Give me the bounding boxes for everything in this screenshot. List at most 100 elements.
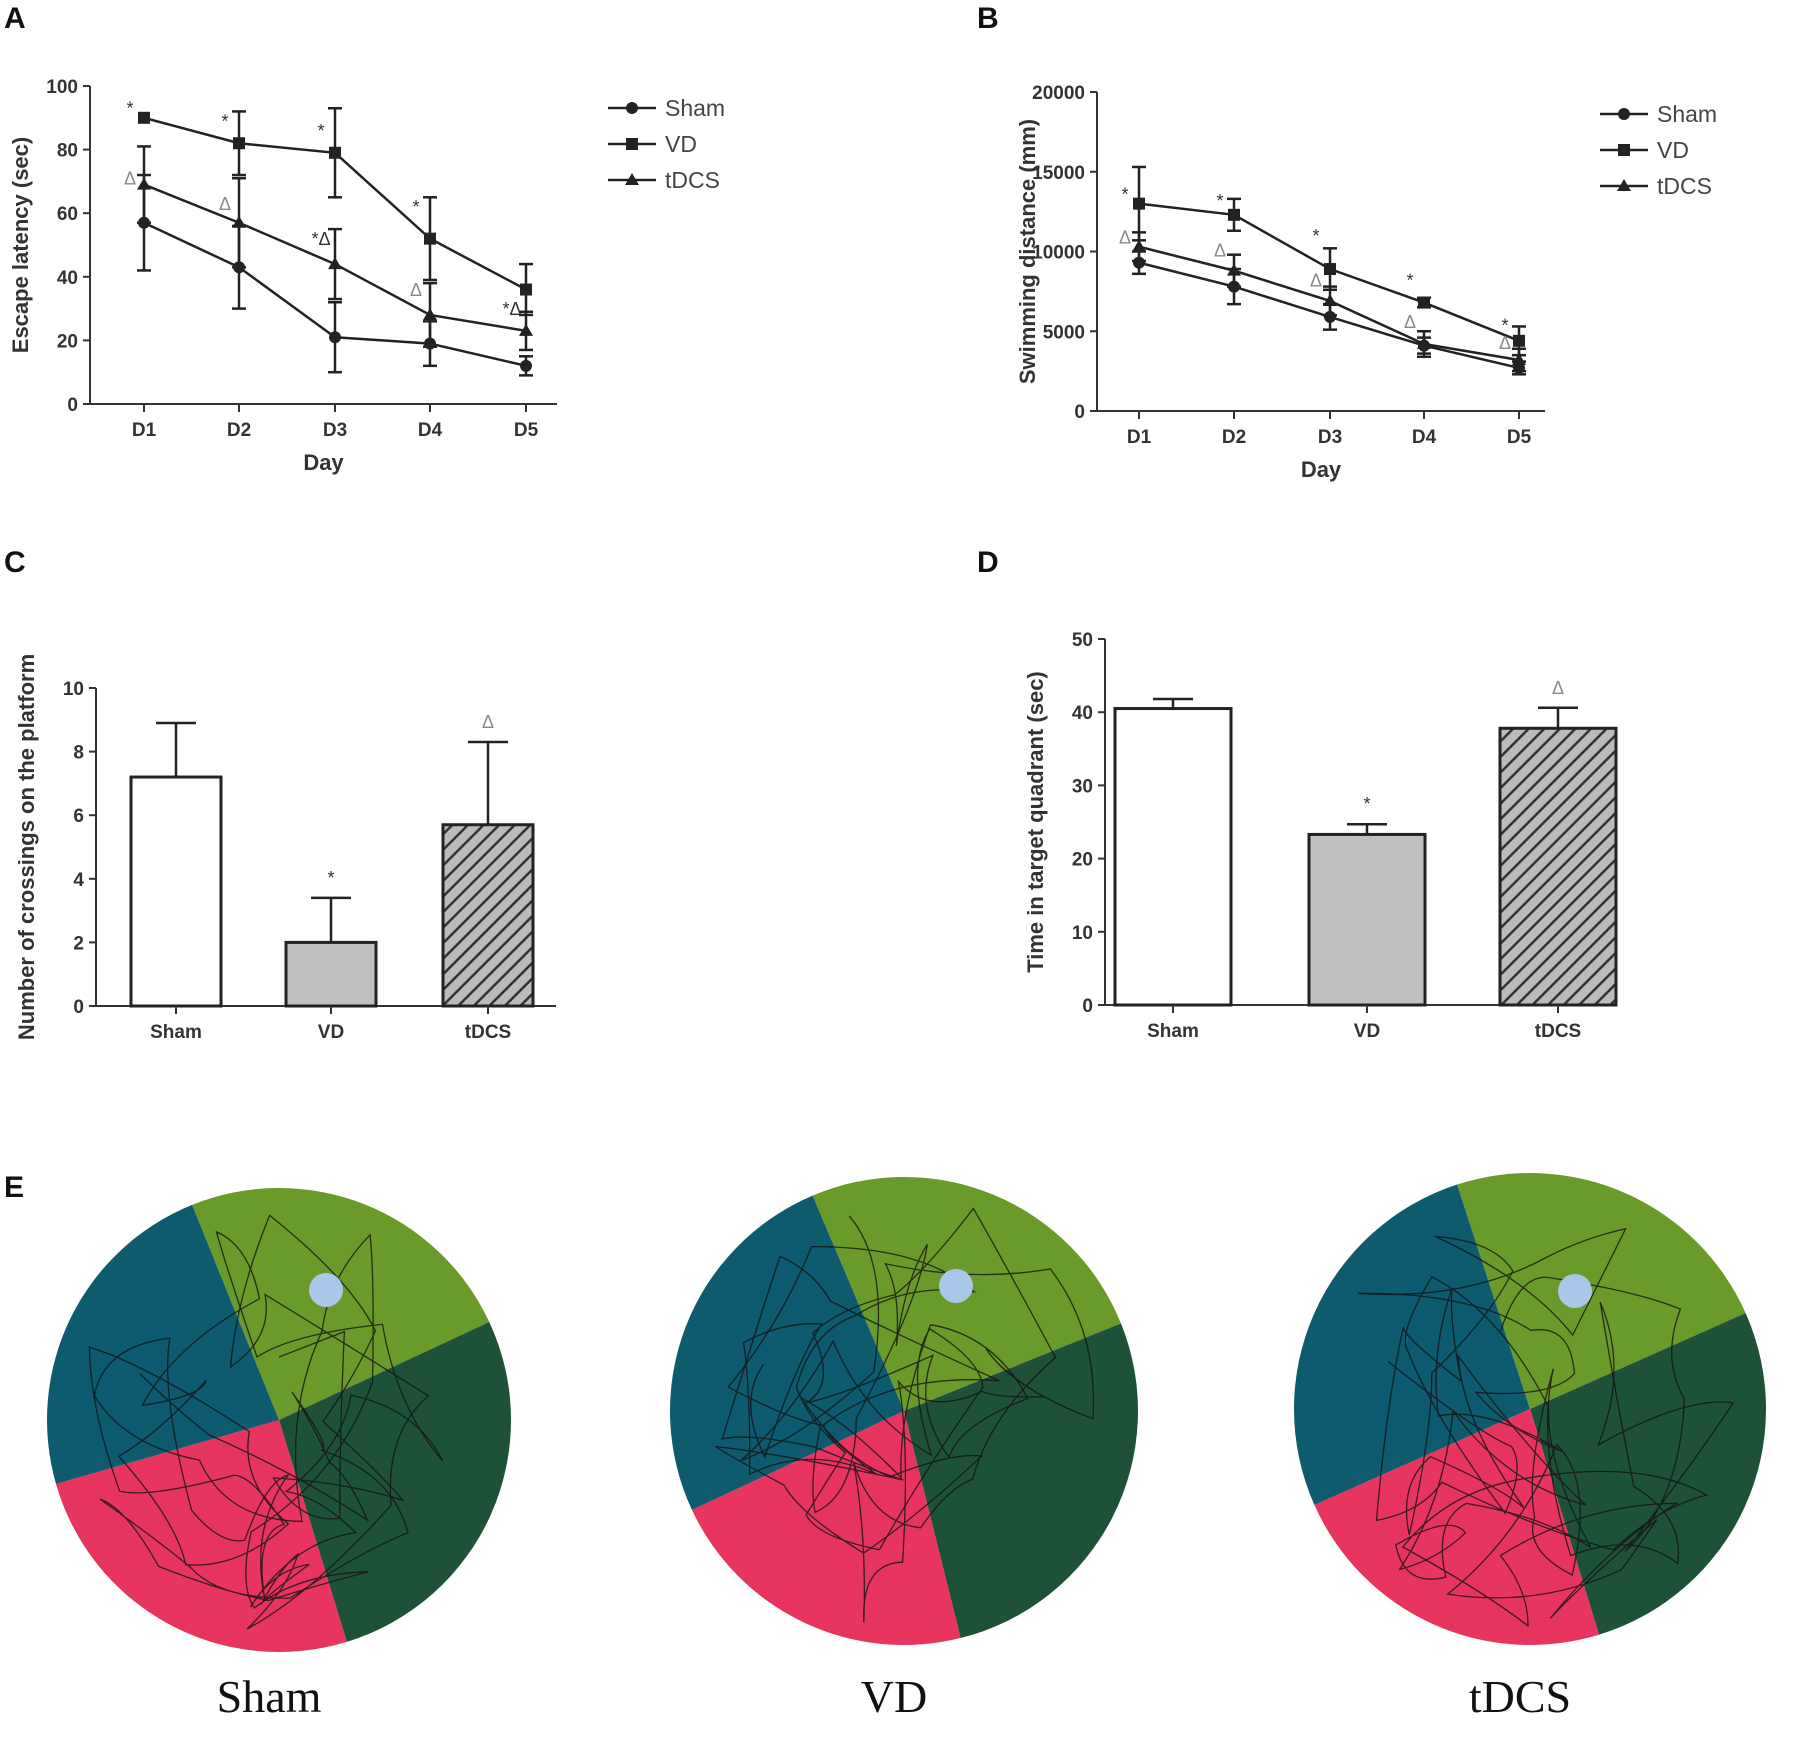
legend-marker-vd [1618, 144, 1630, 156]
data-point-vd [1228, 208, 1240, 221]
series-vd [138, 107, 533, 317]
target-quadrant [192, 1188, 490, 1420]
significance-marker-tdcs: Δ [482, 712, 494, 732]
significance-marker: * [1501, 315, 1508, 335]
maze-label-tdcs: tDCS [1469, 1671, 1571, 1722]
data-point-tdcs [328, 257, 342, 270]
significance-marker-tdcs: Δ [1552, 678, 1564, 698]
y-tick-label: 0 [67, 395, 78, 416]
data-point-sham [1324, 310, 1336, 323]
y-tick-label: 20000 [1032, 83, 1085, 104]
data-point-vd [1513, 334, 1525, 347]
y-tick-label: 10000 [1032, 243, 1085, 264]
swim-path [715, 1207, 1095, 1623]
series-tdcs [137, 145, 533, 352]
data-point-tdcs [137, 177, 151, 190]
panel-label-e: E [4, 1171, 24, 1204]
data-point-tdcs [519, 323, 533, 336]
legend-label-vd: VD [665, 131, 697, 157]
y-tick-label: 4 [73, 870, 84, 891]
significance-marker: Δ [1119, 228, 1131, 248]
line-chart-swimming-distance: 0 5000 10000 15000 20000 D1 D2 D3 D4 D5 Day Swimmin… [1015, 83, 1717, 482]
legend-label-tdcs: tDCS [665, 167, 720, 193]
quadrant-4 [669, 1195, 904, 1510]
significance-marker: Δ [124, 169, 136, 189]
bar-chart-target-quadrant-time: 0 10 20 30 40 50 Time in target quadrant (sec)… [1023, 630, 1618, 1042]
legend-label-sham: Sham [1657, 101, 1717, 127]
significance-marker: Δ [410, 280, 422, 300]
y-tick-label: 50 [1072, 630, 1093, 651]
significance-marker: * [1312, 226, 1319, 246]
x-tick-label: D4 [1412, 427, 1437, 448]
legend-marker-sham [1618, 108, 1630, 120]
significance-marker: * [126, 99, 133, 119]
swim-path [1358, 1227, 1735, 1628]
data-point-tdcs [1512, 352, 1526, 365]
y-axis-label: Escape latency (sec) [8, 137, 33, 353]
significance-marker: * [1121, 184, 1128, 204]
data-point-tdcs [1227, 263, 1241, 276]
panel-label-b: B [977, 2, 999, 35]
x-tick-label: D5 [514, 420, 539, 441]
bar-vd [1307, 832, 1427, 1007]
data-point-tdcs [423, 307, 437, 320]
y-tick-label: 0 [1074, 402, 1085, 423]
legend-marker-sham [626, 102, 638, 114]
legend-marker-tdcs [625, 173, 639, 185]
bar-tdcs [1498, 726, 1618, 1007]
x-tick-label-tdcs: tDCS [1535, 1021, 1581, 1042]
y-axis-label: Number of crossings on the platform [14, 654, 39, 1040]
panel-label-c: C [4, 546, 26, 579]
x-tick-label-sham: Sham [1147, 1021, 1199, 1042]
y-tick-label: 40 [57, 268, 78, 289]
data-point-vd [329, 146, 341, 159]
data-point-vd [1324, 263, 1336, 276]
data-point-vd [520, 283, 532, 296]
x-tick-label-vd: VD [318, 1022, 344, 1043]
data-point-vd [1418, 296, 1430, 309]
target-quadrant [1457, 1173, 1746, 1409]
y-axis-label: Swimming distance (mm) [1015, 119, 1040, 384]
x-axis-label: Day [303, 450, 344, 475]
y-tick-label: 60 [57, 204, 78, 225]
significance-marker: * [317, 121, 324, 141]
quadrant-2 [904, 1323, 1139, 1639]
y-tick-label: 15000 [1032, 163, 1085, 184]
panel-label-d: D [977, 546, 999, 579]
x-tick-label: D2 [1222, 427, 1246, 448]
legend-marker-tdcs [1617, 179, 1631, 191]
platform [309, 1273, 343, 1307]
data-point-tdcs [232, 215, 246, 228]
significance-marker-vd: * [327, 868, 334, 888]
significance-marker: Δ [1499, 333, 1511, 353]
maze-vd: VD [669, 1177, 1139, 1722]
data-point-sham [520, 359, 532, 372]
panel-label-a: A [4, 2, 26, 35]
bar-sham [129, 775, 223, 1008]
x-tick-label: D5 [1507, 427, 1532, 448]
significance-marker: Δ [1404, 312, 1416, 332]
significance-marker: Δ [219, 194, 231, 214]
data-point-sham [329, 331, 341, 344]
y-tick-label: 10 [1072, 923, 1093, 944]
y-tick-label: 20 [1072, 850, 1093, 871]
y-tick-label: 80 [57, 141, 78, 162]
y-tick-label: 8 [73, 743, 84, 764]
y-tick-label: 100 [46, 77, 78, 98]
bar-chart-platform-crossings: 0 2 4 6 8 10 Number of crossings on the platfo… [14, 654, 556, 1043]
quadrant-4 [1294, 1184, 1530, 1505]
data-point-tdcs [1417, 337, 1431, 350]
quadrant-2 [1530, 1313, 1766, 1635]
significance-marker: * [1216, 191, 1223, 211]
platform [1558, 1274, 1592, 1308]
significance-marker: *Δ [311, 229, 330, 249]
maze-tdcs: tDCS [1294, 1173, 1766, 1722]
data-point-sham [1133, 256, 1145, 269]
line-chart-escape-latency: 0 20 40 60 80 100 D1 D2 D3 D4 D5 Day Escape latency … [8, 77, 725, 475]
data-point-vd [138, 111, 150, 124]
maze-sham: Sham [46, 1188, 512, 1722]
y-tick-label: 40 [1072, 703, 1093, 724]
platform [939, 1269, 973, 1303]
bar-tdcs [441, 823, 535, 1008]
maze-label-vd: VD [861, 1671, 927, 1722]
